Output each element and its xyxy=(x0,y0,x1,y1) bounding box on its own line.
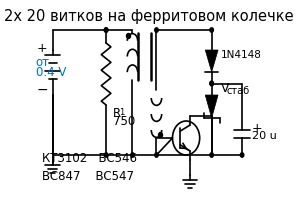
Circle shape xyxy=(104,28,108,32)
Circle shape xyxy=(127,34,130,39)
Text: R: R xyxy=(113,107,121,120)
Text: 2x 20 витков на ферритовом колечке: 2x 20 витков на ферритовом колечке xyxy=(4,9,293,24)
Text: 750: 750 xyxy=(113,115,135,128)
Text: 1N4148: 1N4148 xyxy=(220,50,261,60)
Text: +: + xyxy=(37,41,48,55)
Circle shape xyxy=(210,153,214,157)
Text: 1: 1 xyxy=(119,108,124,117)
Circle shape xyxy=(210,104,214,109)
Text: V: V xyxy=(220,82,229,95)
Polygon shape xyxy=(205,95,218,118)
Circle shape xyxy=(104,28,108,32)
Circle shape xyxy=(155,28,158,32)
Circle shape xyxy=(104,153,108,157)
Circle shape xyxy=(210,81,214,86)
Text: +: + xyxy=(252,122,262,135)
Circle shape xyxy=(155,153,158,157)
Circle shape xyxy=(159,132,162,137)
Circle shape xyxy=(210,81,214,86)
Text: 0.4 V: 0.4 V xyxy=(36,66,66,78)
Text: КТ3102   BC546
BC847    BC547: КТ3102 BC546 BC847 BC547 xyxy=(42,152,137,183)
Text: стаб: стаб xyxy=(226,86,249,96)
Text: от: от xyxy=(36,55,50,69)
Polygon shape xyxy=(205,50,218,72)
Circle shape xyxy=(240,153,244,157)
Text: 20 u: 20 u xyxy=(252,131,277,141)
Text: −: − xyxy=(36,83,48,97)
Circle shape xyxy=(210,28,214,32)
Circle shape xyxy=(131,153,134,157)
